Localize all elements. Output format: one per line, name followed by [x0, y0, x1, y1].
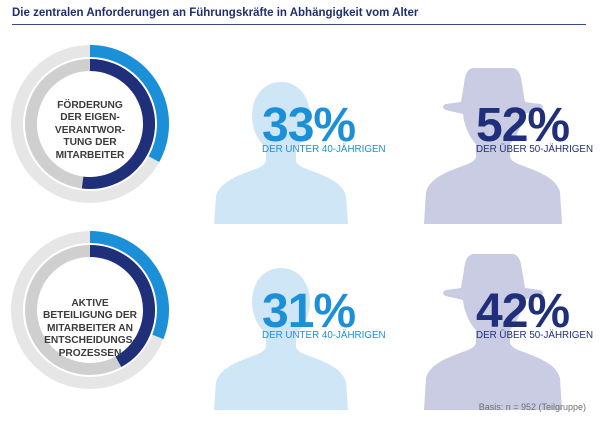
value-under-40: 31%	[262, 285, 356, 338]
donut-chart	[11, 231, 169, 389]
value-over-50: 52%	[476, 99, 570, 152]
person-with-hat-silhouette-icon	[424, 254, 562, 410]
ring-arc-over-50	[89, 245, 155, 367]
value-under-40: 33%	[262, 99, 356, 152]
value-over-50: 42%	[476, 285, 570, 338]
ring-arc-under-40	[89, 231, 169, 340]
category-label: Förderung der Eigen- verantwor- tung der…	[54, 100, 126, 161]
chart-title: Die zentralen Anforderungen an Führungsk…	[12, 7, 419, 19]
person-with-hat-silhouette-icon	[424, 68, 562, 224]
basis-note: Basis: n = 952 (Teilgruppe)	[478, 402, 586, 412]
caption-over-50: DER ÜBER 50-JÄHRIGEN	[476, 144, 594, 155]
chart-row: Aktive Beteiligung der Mitarbeiter an En…	[0, 228, 600, 410]
caption-under-40: DER UNTER 40-JÄHRIGEN	[262, 330, 386, 341]
category-label: Aktive Beteiligung der Mitarbeiter an En…	[43, 298, 137, 359]
ring-arc-under-40	[89, 45, 169, 163]
chart-row: Förderung der Eigen- verantwor- tung der…	[0, 42, 600, 224]
donut-chart	[11, 45, 169, 203]
caption-over-50: DER ÜBER 50-JÄHRIGEN	[476, 330, 594, 341]
ring-arc-over-50	[81, 59, 156, 189]
title-divider	[12, 24, 586, 25]
person-silhouette-icon	[214, 82, 348, 224]
person-silhouette-icon	[214, 268, 348, 410]
caption-under-40: DER UNTER 40-JÄHRIGEN	[262, 144, 386, 155]
